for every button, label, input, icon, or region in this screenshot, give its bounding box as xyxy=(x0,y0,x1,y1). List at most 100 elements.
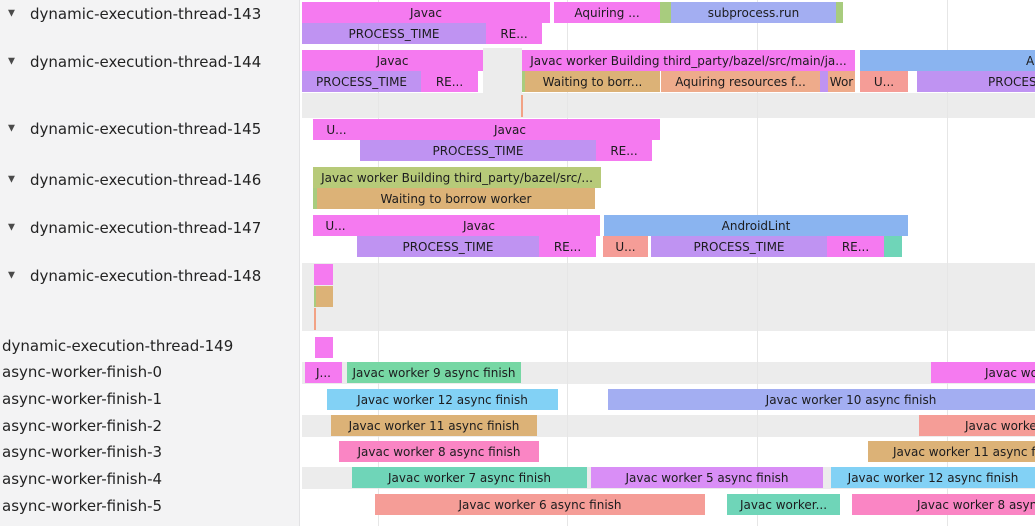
trace-slice-sliver[interactable] xyxy=(313,188,317,209)
trace-slice-u-[interactable]: U... xyxy=(313,215,358,236)
trace-slice-javac-worker-11-async-finish[interactable]: Javac worker 11 async finish xyxy=(868,441,1035,462)
trace-slice-process-time[interactable]: PROCESS_TIME xyxy=(357,236,539,257)
expand-triangle-icon[interactable]: ▼ xyxy=(8,123,15,134)
trace-slice-waiting-to-borrow-worker[interactable]: Waiting to borrow worker xyxy=(317,188,595,209)
trace-slice-sliver[interactable] xyxy=(836,2,843,23)
trace-slice-javac-worker-[interactable]: Javac worker... xyxy=(727,494,840,515)
instant-event-marker[interactable] xyxy=(521,95,523,117)
time-gridline xyxy=(947,0,948,526)
expand-triangle-icon[interactable]: ▼ xyxy=(8,174,15,185)
slice-label: Javac worker 8 async finish xyxy=(917,497,1035,512)
trace-slice-javac-worker-8-async-finish[interactable]: Javac worker 8 async finish xyxy=(339,441,539,462)
trace-slice-sliver[interactable] xyxy=(314,286,316,307)
slice-label: Wor xyxy=(829,74,854,89)
thread-name-label: async-worker-finish-1 xyxy=(2,390,163,408)
slice-label: PROCESS_TIME xyxy=(693,239,785,254)
thread-name-label: dynamic-execution-thread-146 xyxy=(30,171,262,189)
slice-label: RE... xyxy=(610,143,638,158)
sidebar-row-dynamic-execution-thread-144[interactable]: ▼ dynamic-execution-thread-144 xyxy=(0,52,300,72)
trace-slice-process-time[interactable]: PROCESS_TIME xyxy=(302,71,421,92)
trace-slice-sliver[interactable] xyxy=(314,264,333,285)
row-background-band xyxy=(302,93,1035,118)
trace-slice-javac-worker-5-async-finish[interactable]: Javac worker 5 async finish xyxy=(591,467,823,488)
trace-slice-javac-worker-7-async-finish[interactable]: Javac worker 7 async finish xyxy=(352,467,587,488)
trace-slice-javac-worker-10-async-finish[interactable]: Javac worker 10 async finish xyxy=(608,389,1035,410)
trace-slice-aquiring-resources-f-[interactable]: Aquiring resources f... xyxy=(661,71,820,92)
row-background-band xyxy=(302,263,1035,331)
trace-slice-process-time[interactable]: PROCESS_TIME xyxy=(360,140,596,161)
sidebar-row-dynamic-execution-thread-143[interactable]: ▼ dynamic-execution-thread-143 xyxy=(0,4,300,24)
trace-slice-process-time[interactable]: PROCESS_TIME xyxy=(651,236,827,257)
expand-triangle-icon[interactable]: ▼ xyxy=(8,56,15,67)
expand-triangle-icon[interactable]: ▼ xyxy=(8,270,15,281)
trace-slice-javac-worker-12-async-finish[interactable]: Javac worker 12 async finish xyxy=(327,389,558,410)
trace-slice-re-[interactable]: RE... xyxy=(827,236,884,257)
slice-label: PROCESS_TIME xyxy=(988,74,1035,89)
slice-label: Javac worker Building third_party/bazel/… xyxy=(530,53,847,68)
trace-slice-u-[interactable]: U... xyxy=(603,236,648,257)
trace-slice-sliver[interactable] xyxy=(820,71,828,92)
trace-slice-sliver[interactable] xyxy=(316,286,333,307)
thread-name-label: dynamic-execution-thread-148 xyxy=(30,267,262,285)
slice-label: Javac worker 5 async finish xyxy=(625,470,789,485)
trace-slice-javac[interactable]: Javac xyxy=(358,215,600,236)
trace-slice-u-[interactable]: U... xyxy=(860,71,908,92)
trace-slice-re-[interactable]: RE... xyxy=(486,23,542,44)
slice-label: RE... xyxy=(841,239,870,254)
thread-name-label: async-worker-finish-3 xyxy=(2,443,163,461)
trace-slice-j-[interactable]: J... xyxy=(305,362,342,383)
trace-slice-javac[interactable]: Javac xyxy=(302,50,483,71)
slice-label: Waiting to borr... xyxy=(542,74,643,89)
trace-slice-javac-worker-9-async-finish[interactable]: Javac worker 9 async finish xyxy=(347,362,521,383)
sidebar-row-async-worker-finish-2[interactable]: async-worker-finish-2 xyxy=(0,416,300,436)
trace-slice-javac-worker-async-finish[interactable]: Javac worker async finish xyxy=(919,415,1035,436)
sidebar-row-dynamic-execution-thread-146[interactable]: ▼ dynamic-execution-thread-146 xyxy=(0,170,300,190)
sidebar-row-dynamic-execution-thread-145[interactable]: ▼ dynamic-execution-thread-145 xyxy=(0,119,300,139)
trace-slice-subprocess-run[interactable]: subprocess.run xyxy=(671,2,836,23)
trace-slice-sliver[interactable] xyxy=(522,71,525,92)
sidebar-row-dynamic-execution-thread-148[interactable]: ▼ dynamic-execution-thread-148 xyxy=(0,266,300,286)
thread-name-label: dynamic-execution-thread-149 xyxy=(2,337,234,355)
sidebar-row-dynamic-execution-thread-149[interactable]: dynamic-execution-thread-149 xyxy=(0,336,300,356)
slice-label: Javac worker 12 async finish xyxy=(357,392,528,407)
slice-label: AndroidLint xyxy=(1026,53,1035,68)
trace-slice-javac-worker-building-third-party-bazel-[interactable]: Javac worker Building third_party/bazel/… xyxy=(522,50,855,71)
trace-slice-sliver[interactable] xyxy=(315,337,333,358)
expand-triangle-icon[interactable]: ▼ xyxy=(8,8,15,19)
sidebar-row-async-worker-finish-3[interactable]: async-worker-finish-3 xyxy=(0,442,300,462)
trace-slice-u-[interactable]: U... xyxy=(313,119,360,140)
trace-slice-re-[interactable]: RE... xyxy=(421,71,478,92)
trace-slice-androidlint[interactable]: AndroidLint xyxy=(604,215,908,236)
trace-slice-re-[interactable]: RE... xyxy=(539,236,596,257)
trace-slice-javac-worker-9-async-finish[interactable]: Javac worker 9 async finish xyxy=(931,362,1035,383)
trace-slice-javac-worker-12-async-finish[interactable]: Javac worker 12 async finish xyxy=(831,467,1035,488)
slice-label: U... xyxy=(325,218,346,233)
sidebar-row-async-worker-finish-5[interactable]: async-worker-finish-5 xyxy=(0,496,300,516)
trace-slice-aquiring-[interactable]: Aquiring ... xyxy=(554,2,660,23)
trace-slice-javac[interactable]: Javac xyxy=(360,119,660,140)
sidebar-row-async-worker-finish-0[interactable]: async-worker-finish-0 xyxy=(0,362,300,382)
trace-slice-javac[interactable]: Javac xyxy=(302,2,550,23)
trace-slice-sliver[interactable] xyxy=(884,236,902,257)
sidebar-row-async-worker-finish-1[interactable]: async-worker-finish-1 xyxy=(0,389,300,409)
trace-slice-javac-worker-6-async-finish[interactable]: Javac worker 6 async finish xyxy=(375,494,705,515)
trace-slice-re-[interactable]: RE... xyxy=(596,140,652,161)
sidebar-row-async-worker-finish-4[interactable]: async-worker-finish-4 xyxy=(0,469,300,489)
trace-slice-waiting-to-borr-[interactable]: Waiting to borr... xyxy=(525,71,660,92)
trace-slice-process-time[interactable]: PROCESS_TIME xyxy=(917,71,1035,92)
thread-name-label: dynamic-execution-thread-143 xyxy=(30,5,262,23)
trace-slice-process-time[interactable]: PROCESS_TIME xyxy=(302,23,486,44)
instant-event-marker[interactable] xyxy=(314,308,316,330)
trace-slice-wor[interactable]: Wor xyxy=(828,71,855,92)
trace-slice-javac-worker-8-async-finish[interactable]: Javac worker 8 async finish xyxy=(852,494,1035,515)
slice-label: Javac xyxy=(463,218,495,233)
trace-slice-javac-worker-11-async-finish[interactable]: Javac worker 11 async finish xyxy=(331,415,537,436)
expand-triangle-icon[interactable]: ▼ xyxy=(8,222,15,233)
slice-label: Javac xyxy=(410,5,442,20)
slice-label: PROCESS_TIME xyxy=(315,74,408,89)
sidebar-row-dynamic-execution-thread-147[interactable]: ▼ dynamic-execution-thread-147 xyxy=(0,218,300,238)
trace-slice-androidlint[interactable]: AndroidLint xyxy=(860,50,1035,71)
trace-slice-sliver[interactable] xyxy=(660,2,671,23)
trace-slice-javac-worker-building-third-party-bazel-[interactable]: Javac worker Building third_party/bazel/… xyxy=(313,167,601,188)
